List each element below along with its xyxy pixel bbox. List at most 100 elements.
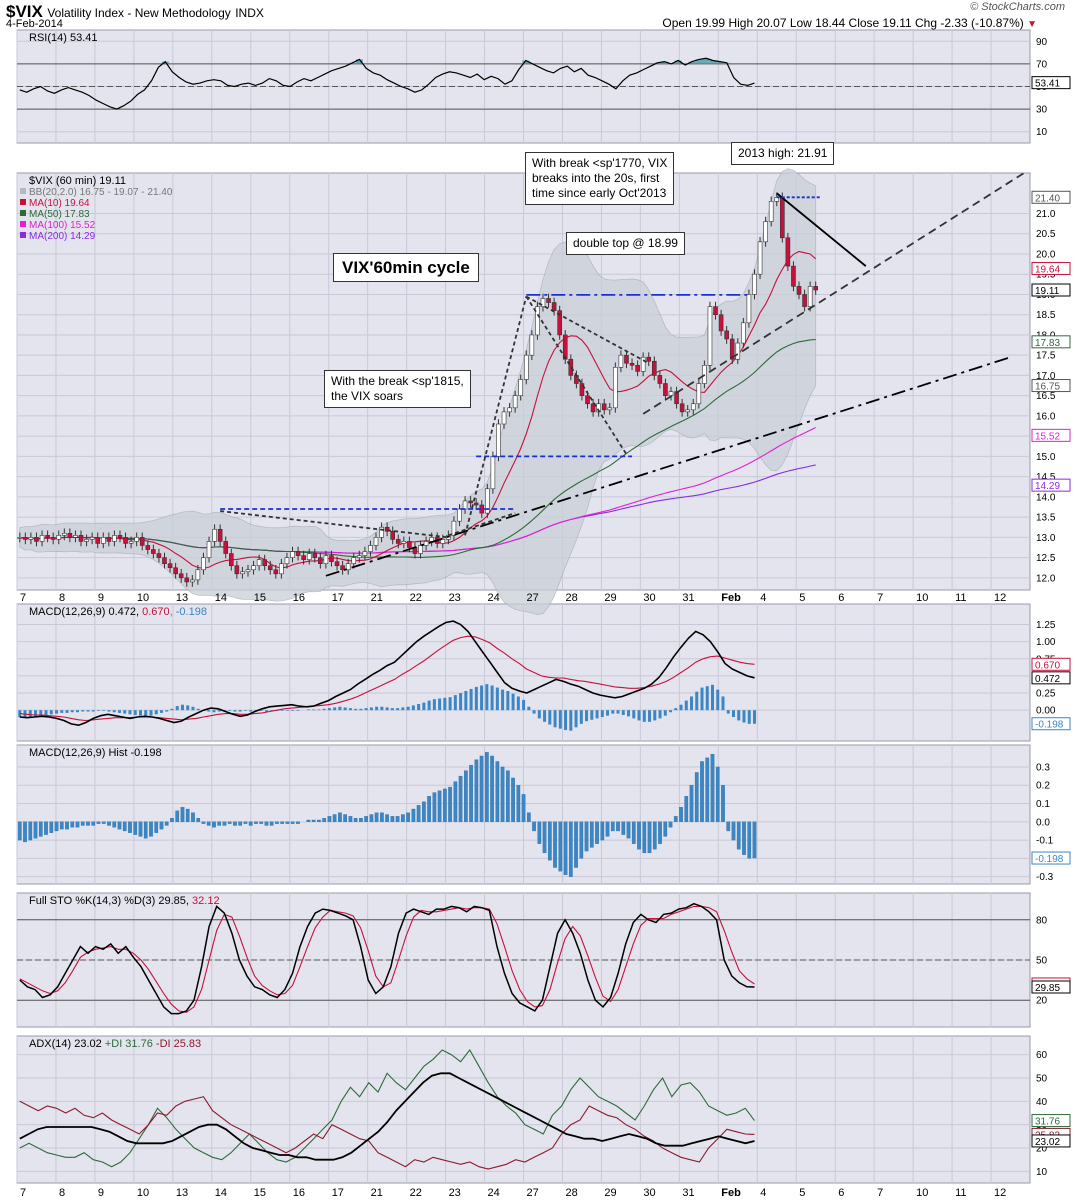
candle-body: [679, 403, 685, 413]
histogram-bar: [448, 786, 452, 822]
candle-body: [284, 557, 290, 564]
annotation-break-1815: With the break <sp'1815, the VIX soars: [324, 370, 471, 408]
macd-histogram-bar: [569, 710, 573, 731]
y-tick-label: -0.3: [1036, 872, 1054, 883]
histogram-bar: [395, 816, 400, 822]
macd-histogram-bar: [76, 710, 80, 713]
candle-body: [334, 561, 340, 567]
candle-body: [306, 553, 312, 560]
macd-histogram-bar: [34, 710, 38, 717]
histogram-bar: [143, 821, 148, 839]
histogram-bar: [458, 775, 463, 822]
candle-body: [635, 365, 640, 372]
histogram-bar: [537, 821, 542, 844]
histogram-bar: [584, 821, 589, 852]
macd-histogram-bar: [595, 710, 599, 719]
macd-histogram-bar: [474, 686, 478, 711]
candle-body: [73, 535, 78, 538]
chart-header-title: $VIX Volatility Index - New Methodology …: [6, 2, 264, 22]
x-axis-label: 28: [565, 1187, 577, 1199]
histogram-bar: [390, 816, 395, 822]
exchange: INDX: [235, 6, 264, 20]
histogram-bar: [86, 821, 90, 826]
x-axis-label: 27: [527, 1187, 539, 1199]
candle-body: [796, 286, 802, 295]
value-tag: [1031, 1114, 1071, 1128]
trendline: [642, 170, 1028, 415]
x-axis-label: 13: [176, 592, 188, 604]
candle-body: [245, 569, 251, 573]
candle-body: [468, 500, 473, 504]
candle-body: [273, 569, 279, 575]
candle-body: [173, 567, 178, 575]
macd-histogram-bar: [312, 709, 316, 711]
rsi-extreme-fill: [660, 61, 668, 64]
macd-histogram-bar: [338, 706, 342, 711]
histogram-bar: [65, 821, 69, 830]
macd-histogram-bar: [747, 710, 751, 724]
ma10-line: [19, 250, 817, 569]
candle-body: [813, 286, 819, 291]
value-tag: [1031, 657, 1071, 671]
candle-body: [535, 306, 540, 336]
x-axis-label: 14: [215, 1187, 227, 1199]
macd-histogram-bar: [70, 710, 74, 713]
macd-histogram-bar: [532, 710, 536, 714]
y-tick-label: 50: [1036, 1074, 1048, 1085]
trendline: [776, 192, 867, 267]
macd-histogram-bar: [212, 710, 216, 713]
candle-body: [551, 302, 557, 311]
histogram-bar: [59, 821, 64, 830]
rsi-line: [19, 57, 755, 110]
macd-histogram-bar: [742, 710, 746, 723]
panel-title-part: 32.12: [192, 895, 220, 907]
histogram-bar: [563, 821, 568, 876]
candle-body: [546, 298, 551, 303]
candle-body: [162, 557, 167, 564]
y-tick-label: 1.25: [1036, 620, 1056, 631]
x-axis-label: Feb: [721, 1187, 741, 1199]
macd-histogram-bar: [506, 690, 510, 711]
value-tag-label: 31.76: [1035, 1117, 1060, 1128]
annotation-2013-high: 2013 high: 21.91: [731, 142, 835, 165]
panel-title-part: MACD(12,26,9) Hist -0.198: [29, 747, 162, 759]
macd-histogram-bar: [684, 700, 688, 711]
macd-histogram-bar: [81, 710, 85, 712]
x-axis-label: 24: [488, 1187, 500, 1199]
histogram-bar: [222, 821, 227, 826]
candle-body: [106, 537, 112, 542]
adx-line: [19, 1072, 755, 1161]
macd-histogram-bar: [396, 708, 400, 711]
candle-body: [34, 537, 39, 542]
candle-body: [557, 310, 562, 336]
candle-body: [256, 559, 262, 567]
x-axis-label: 27: [527, 592, 539, 604]
macd-histogram-bar: [86, 710, 90, 712]
macd-histogram-bar: [663, 710, 667, 716]
macd-histogram-bar: [186, 705, 190, 711]
histogram-bar: [164, 821, 169, 826]
legend-label: MA(50) 17.83: [29, 209, 90, 220]
histogram-bar: [553, 821, 557, 868]
candle-body: [718, 314, 724, 332]
histogram-bar: [484, 752, 489, 822]
value-tag-label: 23.02: [1035, 1137, 1060, 1148]
x-axis-label: 15: [254, 592, 266, 604]
macd-histogram-bar: [327, 708, 331, 711]
x-axis-label: 6: [838, 592, 844, 604]
macd-histogram-bar: [679, 704, 683, 711]
candle-body: [607, 407, 613, 411]
candle-body: [123, 537, 128, 544]
value-tag: [1031, 1134, 1071, 1148]
candle-body: [763, 221, 768, 243]
x-axis-label: 12: [994, 592, 1006, 604]
histogram-bar: [259, 821, 264, 824]
histogram-bar: [380, 812, 384, 822]
macd-histogram-bar: [343, 707, 347, 711]
legend-swatch: [20, 199, 26, 205]
x-axis-label: 10: [916, 592, 928, 604]
x-axis-label: 23: [449, 592, 461, 604]
macd-histogram-bar: [401, 707, 405, 711]
histogram-bar: [500, 766, 505, 822]
